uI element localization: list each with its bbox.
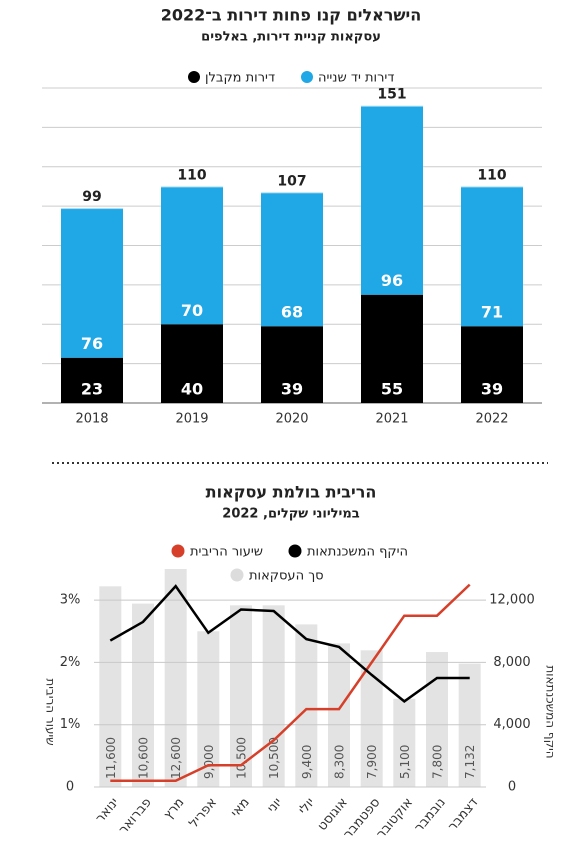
- y2-tick-label: 8,000: [493, 655, 530, 670]
- x-tick-label: 2018: [75, 412, 108, 427]
- chart-title: הריבית בולמת עסקאות: [206, 483, 377, 502]
- line: [110, 583, 471, 783]
- value-label: 7,800: [431, 745, 445, 779]
- bar-segment: [361, 294, 423, 403]
- bar: [360, 650, 383, 787]
- bar-segment: [261, 326, 323, 403]
- x-tick-label: מאי: [228, 795, 253, 820]
- value-label: 9,000: [202, 745, 216, 779]
- bar: [295, 624, 318, 787]
- x-tick-label: דצמבר: [445, 795, 481, 834]
- total-label: 99: [82, 189, 101, 205]
- x-tick-label: יוני: [265, 795, 286, 816]
- value-label: 40: [181, 380, 203, 399]
- x-tick-label: יולי: [296, 795, 318, 818]
- legend-label: דירות יד שנייה: [318, 71, 394, 86]
- x-tick-label: 2021: [375, 412, 408, 427]
- bar-segment: [361, 105, 423, 295]
- x-tick-label: ינואר: [93, 795, 122, 826]
- total-label: 151: [377, 87, 406, 103]
- legend-label: שיעור הריבית: [190, 545, 263, 560]
- value-label: 8,300: [333, 745, 347, 779]
- y-tick-label: 2%: [60, 655, 81, 670]
- value-label: 76: [81, 334, 103, 353]
- bar-segment: [261, 192, 323, 327]
- legend-label: סך העסקאות: [249, 569, 324, 584]
- x-tick-label: נובמבר: [412, 795, 449, 835]
- legend-label: דירות מקבלן: [205, 71, 275, 86]
- total-label: 110: [477, 167, 506, 183]
- x-tick-label: 2019: [175, 412, 208, 427]
- y-axis-title: שיעור הריבית: [44, 678, 58, 745]
- legend-marker: [301, 71, 313, 83]
- legend-marker: [188, 71, 200, 83]
- y2-tick-label: 0: [508, 780, 516, 795]
- value-label: 23: [81, 380, 103, 399]
- bar: [132, 603, 154, 787]
- legend-label: היקף המשכנתאות: [307, 545, 408, 560]
- legend-marker: [230, 568, 244, 582]
- x-tick-label: פברואר: [116, 795, 155, 837]
- value-label: 39: [481, 380, 503, 399]
- y-tick-label: 0: [66, 780, 74, 795]
- y-tick-label: 1%: [60, 717, 81, 732]
- bar-segment: [161, 186, 223, 325]
- bar-top: [361, 104, 423, 107]
- bar-segment: [461, 326, 523, 403]
- value-label: 11,600: [104, 737, 118, 779]
- value-label: 10,600: [137, 737, 151, 779]
- bar: [458, 663, 481, 787]
- bar: [393, 698, 416, 787]
- line: [109, 584, 470, 703]
- bar: [164, 569, 187, 787]
- bar: [197, 631, 220, 787]
- bar: [328, 643, 350, 787]
- bar: [262, 605, 285, 787]
- value-label: 71: [481, 303, 503, 322]
- bar-top: [161, 185, 223, 188]
- chart-subtitle: עסקאות קניית דירות, באלפים: [201, 30, 381, 45]
- bar-segment: [61, 208, 123, 358]
- bar-segment: [161, 324, 223, 403]
- bar-top: [61, 207, 123, 210]
- value-label: 55: [381, 380, 403, 399]
- y2-tick-label: 12,000: [489, 593, 535, 608]
- x-tick-label: מרץ: [161, 795, 187, 822]
- value-label: 9,400: [300, 745, 314, 779]
- value-label: 7,900: [365, 745, 379, 779]
- value-label: 70: [181, 301, 203, 320]
- legend-marker: [288, 544, 302, 558]
- x-tick-label: אפריל: [186, 795, 220, 831]
- x-tick-label: 2020: [275, 412, 308, 427]
- bar-segment: [461, 186, 523, 327]
- total-label: 110: [177, 167, 206, 183]
- y-tick-label: 3%: [60, 593, 81, 608]
- y2-tick-label: 4,000: [493, 717, 530, 732]
- value-label: 12,600: [169, 737, 183, 779]
- bar-segment: [61, 357, 123, 403]
- x-tick-label: 2022: [475, 412, 508, 427]
- total-label: 107: [277, 173, 306, 189]
- legend-marker: [171, 544, 185, 558]
- value-label: 10,500: [267, 737, 281, 779]
- y2-axis-title: היקף המשכנתאות: [544, 665, 558, 758]
- value-label: 5,100: [398, 745, 412, 779]
- bar: [426, 652, 448, 787]
- chart-title: הישראלים קנו פחות דירות ב־2022: [161, 6, 422, 25]
- value-label: 68: [281, 303, 303, 322]
- value-label: 96: [381, 271, 403, 290]
- chart-subtitle: במיליוני שקלים, 2022: [222, 507, 359, 522]
- value-label: 10,500: [235, 737, 249, 779]
- bar-top: [261, 191, 323, 194]
- bar: [230, 605, 252, 787]
- value-label: 39: [281, 380, 303, 399]
- value-label: 7,132: [463, 745, 477, 779]
- bar-top: [461, 185, 523, 188]
